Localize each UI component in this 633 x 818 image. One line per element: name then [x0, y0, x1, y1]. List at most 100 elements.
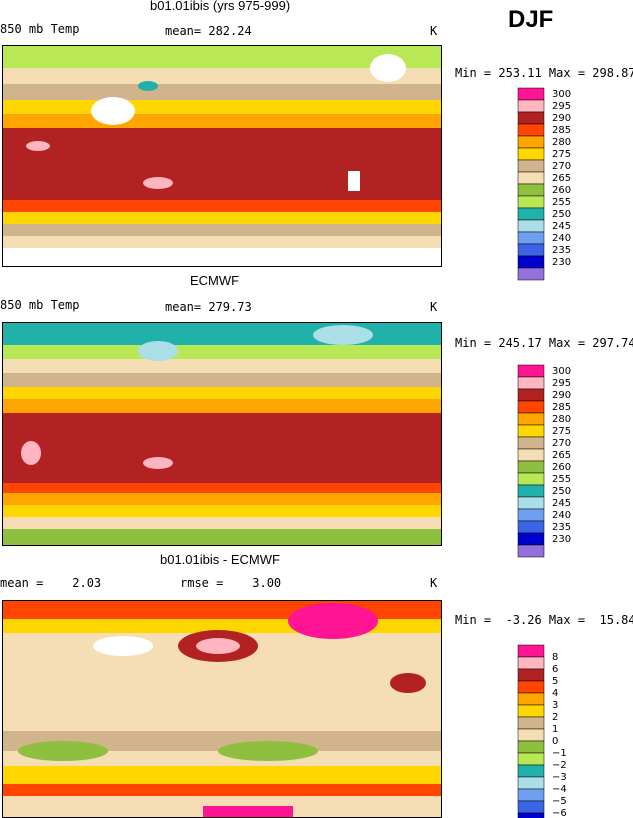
colorbar-label: 270: [552, 438, 571, 449]
colorbar-box: [517, 788, 545, 802]
colorbar-box: [517, 99, 545, 113]
colorbar-box: [517, 472, 545, 486]
colorbar-box: [517, 135, 545, 149]
colorbar-label: 270: [552, 161, 571, 172]
colorbar-box: [517, 508, 545, 522]
colorbar-label: 260: [552, 185, 571, 196]
colorbar-label: 300: [552, 366, 571, 377]
colorbar-label: 280: [552, 137, 571, 148]
colorbar-box: [517, 520, 545, 534]
colorbar-box: [517, 704, 545, 718]
colorbar-label: 250: [552, 209, 571, 220]
colorbar-box: [517, 656, 545, 670]
colorbar-label: −4: [552, 784, 567, 795]
colorbar-box: [517, 424, 545, 438]
colorbar-label: 265: [552, 450, 571, 461]
colorbar-box: [517, 496, 545, 510]
colorbar-label: 300: [552, 89, 571, 100]
colorbar-box: [517, 800, 545, 814]
colorbar-box: [517, 544, 545, 558]
units: K: [430, 24, 438, 38]
colorbar-box: [517, 484, 545, 498]
left-label: mean = 2.03: [0, 576, 102, 590]
panel-title: ECMWF: [190, 273, 240, 288]
colorbar-label: −3: [552, 772, 567, 783]
colorbar-box: [517, 448, 545, 462]
colorbar-label: 235: [552, 245, 571, 256]
colorbar-label: 295: [552, 101, 571, 112]
colorbar-label: 275: [552, 149, 571, 160]
colorbar-label: 240: [552, 510, 571, 521]
left-label: 850 mb Temp: [0, 298, 80, 312]
colorbar-label: 2: [552, 712, 558, 723]
colorbar-box: [517, 532, 545, 546]
colorbar-box: [517, 412, 545, 426]
colorbar-box: [517, 680, 545, 694]
colorbar-box: [517, 111, 545, 125]
colorbar-box: [517, 644, 545, 658]
panel-title: b01.01ibis (yrs 975-999): [150, 0, 291, 13]
colorbar-box: [517, 376, 545, 390]
colorbar-label: 6: [552, 664, 558, 675]
colorbar-label: 290: [552, 390, 571, 401]
colorbar-label: 8: [552, 652, 558, 663]
colorbar-label: 255: [552, 197, 571, 208]
colorbar-box: [517, 812, 545, 818]
left-label: 850 mb Temp: [0, 22, 80, 36]
stats: Min = 253.11 Max = 298.87: [455, 66, 633, 80]
colorbar-label: 3: [552, 700, 558, 711]
stats: Min = -3.26 Max = 15.84: [455, 613, 633, 627]
colorbar-label: 240: [552, 233, 571, 244]
stats: Min = 245.17 Max = 297.74: [455, 336, 633, 350]
colorbar-label: 280: [552, 414, 571, 425]
colorbar-box: [517, 776, 545, 790]
colorbar-label: 275: [552, 426, 571, 437]
colorbar-label: 0: [552, 736, 558, 747]
units: K: [430, 300, 438, 314]
panel-title: b01.01ibis - ECMWF: [160, 552, 280, 567]
colorbar-box: [517, 728, 545, 742]
colorbar-label: 230: [552, 534, 571, 545]
center-label: rmse = 3.00: [180, 576, 282, 590]
colorbar-box: [517, 752, 545, 766]
colorbar-box: [517, 231, 545, 245]
season: DJF: [508, 6, 554, 33]
colorbar-box: [517, 195, 545, 209]
colorbar-label: −6: [552, 808, 567, 818]
center-label: mean= 279.73: [165, 300, 252, 314]
colorbar-label: 1: [552, 724, 558, 735]
colorbar-box: [517, 255, 545, 269]
colorbar-label: 260: [552, 462, 571, 473]
colorbar-box: [517, 147, 545, 161]
colorbar-box: [517, 436, 545, 450]
colorbar-box: [517, 460, 545, 474]
colorbar-box: [517, 692, 545, 706]
colorbar: 3002952902852802752702652602552502452402…: [517, 87, 571, 281]
colorbar-box: [517, 159, 545, 173]
colorbar: 3002952902852802752702652602552502452402…: [517, 364, 571, 558]
colorbar-box: [517, 740, 545, 754]
colorbar-box: [517, 400, 545, 414]
colorbar-label: 285: [552, 125, 571, 136]
map: [2, 600, 442, 818]
colorbar-box: [517, 183, 545, 197]
colorbar-label: 290: [552, 113, 571, 124]
colorbar-box: [517, 171, 545, 185]
map: [2, 322, 442, 546]
colorbar-label: 5: [552, 676, 558, 687]
colorbar-box: [517, 243, 545, 257]
colorbar-box: [517, 123, 545, 137]
map: [2, 45, 442, 267]
colorbar-label: −1: [552, 748, 567, 759]
colorbar-label: 285: [552, 402, 571, 413]
colorbar-box: [517, 267, 545, 281]
colorbar-box: [517, 207, 545, 221]
colorbar-label: 230: [552, 257, 571, 268]
units: K: [430, 576, 438, 590]
colorbar-label: 295: [552, 378, 571, 389]
colorbar-label: 265: [552, 173, 571, 184]
colorbar-label: −5: [552, 796, 567, 807]
colorbar-box: [517, 388, 545, 402]
colorbar-label: 245: [552, 221, 571, 232]
